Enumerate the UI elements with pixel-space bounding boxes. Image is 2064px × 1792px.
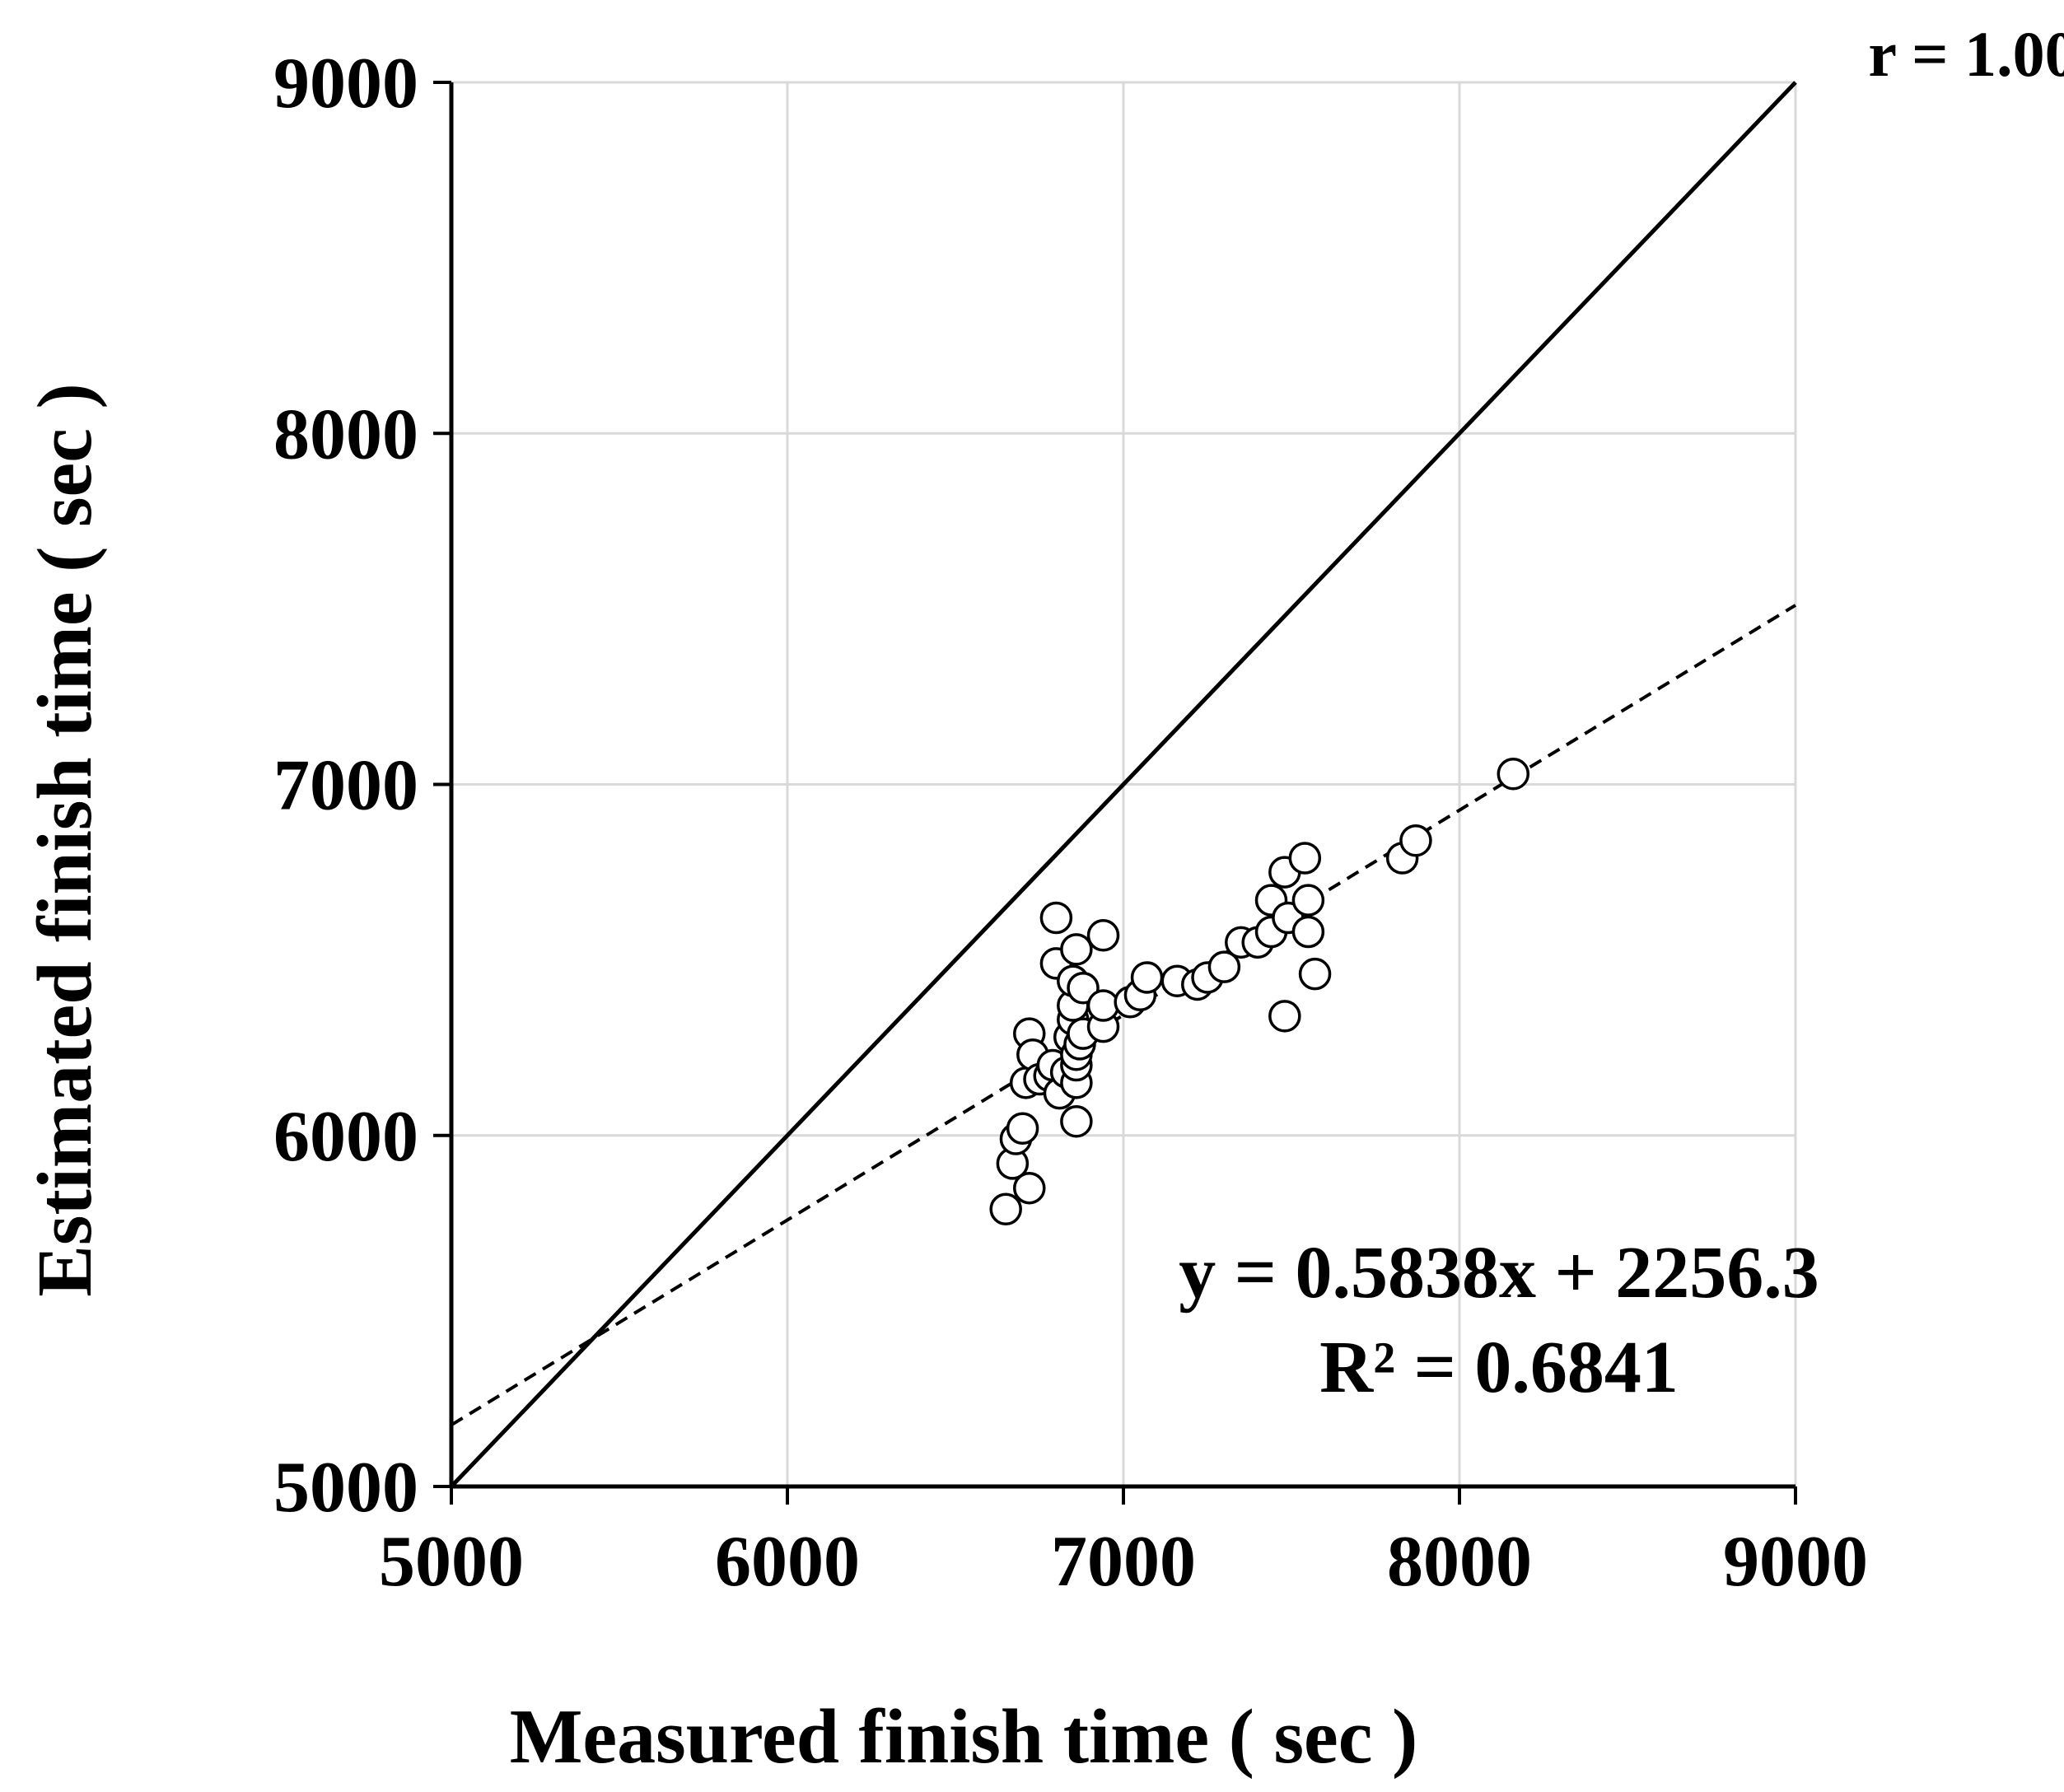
- y-tick-label: 5000: [273, 1448, 418, 1528]
- x-tick-label: 7000: [1051, 1522, 1196, 1602]
- trendline-group: [450, 604, 1797, 1426]
- data-point: [1497, 757, 1530, 791]
- x-tick-label: 9000: [1723, 1522, 1868, 1602]
- r-squared-label: R² = 0.6841: [1319, 1327, 1679, 1408]
- x-tick-label: 8000: [1387, 1522, 1532, 1602]
- data-points: [989, 757, 1530, 1226]
- y-tick-label: 7000: [273, 746, 418, 826]
- data-point: [989, 1192, 1022, 1226]
- data-point: [1291, 915, 1325, 949]
- data-point: [1067, 971, 1100, 1005]
- x-tick-label: 6000: [715, 1522, 860, 1602]
- data-point: [1130, 961, 1164, 994]
- identity-line: [450, 81, 1797, 1488]
- data-point: [1291, 884, 1325, 917]
- data-point: [1399, 824, 1432, 857]
- data-point: [1060, 933, 1093, 966]
- data-point: [1288, 842, 1322, 875]
- data-point: [1086, 919, 1120, 952]
- data-point: [1207, 950, 1241, 983]
- trendline-equation: y = 0.5838x + 2256.3: [1179, 1232, 1819, 1314]
- identity-line-label: r = 1.00: [1868, 18, 2064, 90]
- y-tick-label: 8000: [273, 394, 418, 474]
- x-tick-label: 5000: [379, 1522, 524, 1602]
- trendline: [450, 604, 1797, 1426]
- data-point: [1298, 957, 1332, 991]
- axes: [433, 81, 1797, 1505]
- y-tick-label: 9000: [273, 44, 418, 124]
- y-tick-label: 6000: [273, 1097, 418, 1177]
- data-point: [1006, 1112, 1039, 1145]
- data-point: [1268, 1000, 1301, 1033]
- data-point: [1013, 1171, 1046, 1205]
- data-point: [1039, 901, 1073, 935]
- identity-line-group: [450, 81, 1797, 1488]
- data-point: [1086, 989, 1120, 1022]
- data-point: [1060, 1104, 1093, 1138]
- tick-labels: 5000 6000 7000 8000 9000 5000 6000 7000 8000 9000: [273, 44, 1868, 1602]
- x-axis-title: Measured finish time ( sec ): [510, 1694, 1418, 1780]
- y-axis-title: Estimated finish time ( sec ): [22, 383, 108, 1297]
